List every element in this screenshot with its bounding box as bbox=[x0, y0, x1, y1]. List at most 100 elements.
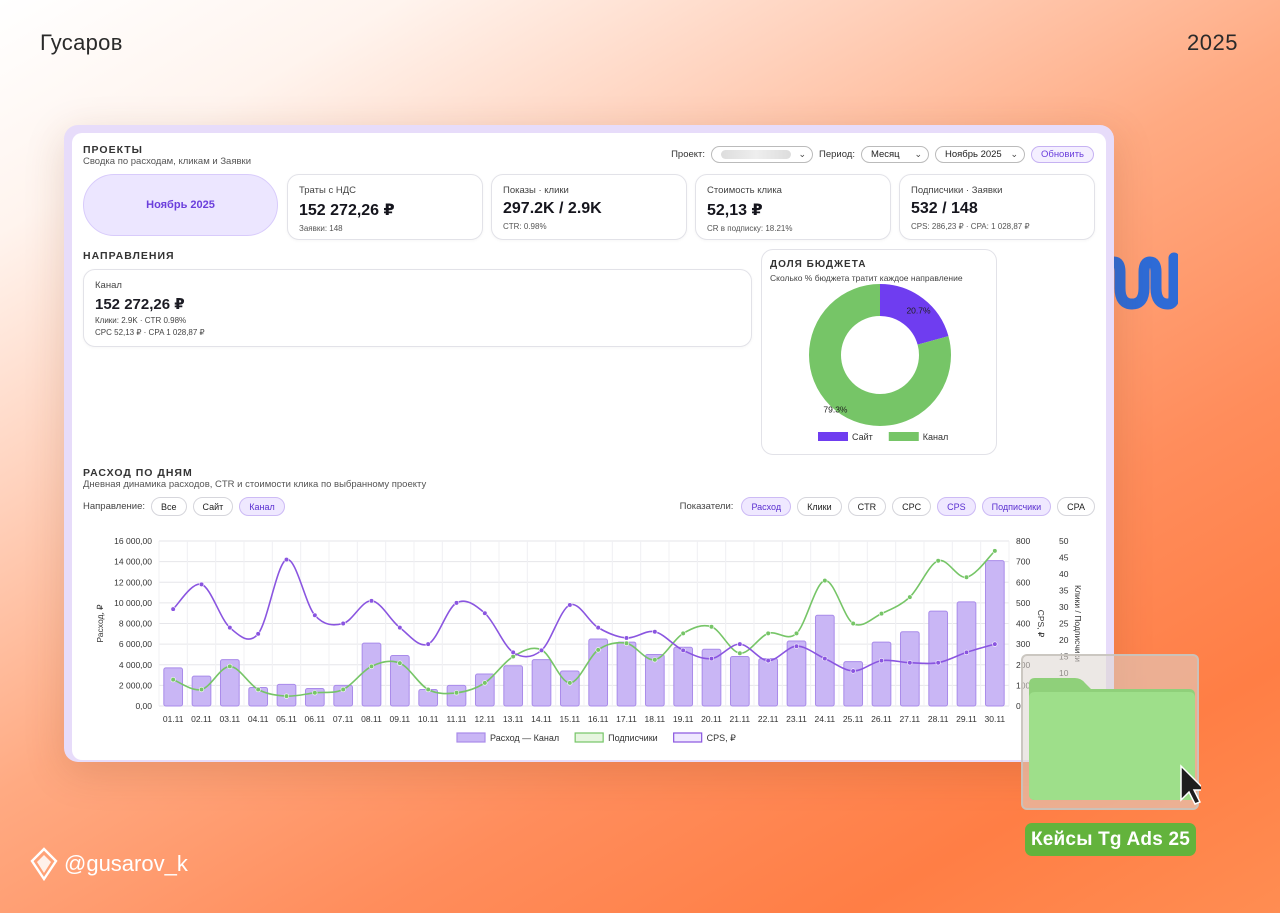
subscribers-point-30.11 bbox=[992, 548, 998, 554]
cps-point-11.11 bbox=[453, 600, 460, 606]
folder-preview[interactable] bbox=[1021, 654, 1201, 810]
kpi-sub: Заявки: 148 bbox=[299, 224, 343, 233]
bar-12.11 bbox=[474, 673, 495, 707]
subscribers-point-06.11 bbox=[312, 690, 318, 696]
cps-point-13.11 bbox=[510, 649, 516, 655]
period-value: Месяц bbox=[870, 149, 900, 160]
bar-19.11 bbox=[673, 646, 694, 707]
x-tick-label: 23.11 bbox=[786, 714, 807, 724]
subscribers-point-10.11 bbox=[425, 686, 431, 693]
x-tick-label: 04.11 bbox=[248, 714, 269, 724]
subscribers-point-18.11 bbox=[652, 657, 658, 663]
direction-pill-channel[interactable]: Канал bbox=[239, 497, 285, 516]
kpi-card-subscribers: Подписчики · Заявки 532 / 148 CPS: 286,2… bbox=[899, 174, 1095, 240]
subscribers-point-28.11 bbox=[935, 558, 941, 564]
cps-point-26.11 bbox=[878, 658, 885, 664]
metric-pill-clicks[interactable]: Клики bbox=[797, 497, 842, 516]
subscribers-point-04.11 bbox=[255, 686, 261, 693]
direction-clicks: Клики: 2.9K · CTR 0.98% bbox=[95, 316, 187, 325]
donut-label: 20.7% bbox=[906, 306, 931, 316]
refresh-button[interactable]: Обновить bbox=[1030, 146, 1094, 163]
month-select[interactable]: Ноябрь 2025 ⌄ bbox=[934, 146, 1025, 163]
x-tick-label: 21.11 bbox=[730, 714, 751, 724]
folder-label[interactable]: Кейсы Tg Ads 25 bbox=[1025, 823, 1196, 856]
month-value: Ноябрь 2025 bbox=[944, 149, 1002, 160]
x-tick-label: 26.11 bbox=[871, 714, 892, 724]
metric-pill-cpa[interactable]: CPA bbox=[1057, 497, 1095, 516]
bar-23.11 bbox=[786, 640, 807, 707]
subscribers-point-08.11 bbox=[368, 663, 375, 669]
metric-filter-label: Показатели: bbox=[679, 501, 734, 512]
x-tick-label: 28.11 bbox=[928, 714, 949, 724]
right-inner-tick-label: 0 bbox=[1016, 701, 1021, 711]
cps-point-12.11 bbox=[482, 610, 488, 616]
donut-slice-1 bbox=[809, 284, 951, 426]
bar-26.11 bbox=[871, 641, 892, 707]
left-tick-label: 0,00 bbox=[135, 701, 152, 711]
cps-point-01.11 bbox=[170, 606, 176, 612]
social-handle: @gusarov_k bbox=[28, 846, 188, 882]
kpi-card-spend: Траты с НДС 152 272,26 ₽ Заявки: 148 bbox=[287, 174, 483, 240]
project-redacted bbox=[721, 150, 792, 159]
cps-point-17.11 bbox=[623, 635, 630, 641]
chevron-down-icon: ⌄ bbox=[798, 149, 807, 159]
direction-pill-site[interactable]: Сайт bbox=[192, 497, 234, 516]
cps-point-19.11 bbox=[680, 647, 686, 653]
x-tick-label: 17.11 bbox=[616, 714, 637, 724]
bar-08.11 bbox=[361, 642, 382, 707]
metric-pill-cpc[interactable]: CPC bbox=[892, 497, 932, 516]
right-outer-tick-label: 45 bbox=[1059, 553, 1069, 563]
cps-point-09.11 bbox=[397, 625, 403, 631]
metric-pill-subscribers[interactable]: Подписчики bbox=[981, 497, 1052, 516]
directions-title: НАПРАВЛЕНИЯ bbox=[83, 250, 175, 262]
x-tick-label: 27.11 bbox=[900, 714, 921, 724]
bar-22.11 bbox=[758, 658, 779, 707]
period-select[interactable]: Месяц ⌄ bbox=[860, 146, 929, 163]
bar-15.11 bbox=[559, 670, 580, 707]
bar-13.11 bbox=[503, 665, 524, 707]
x-tick-label: 15.11 bbox=[560, 714, 581, 724]
metric-pill-spend[interactable]: Расход bbox=[741, 497, 792, 516]
legend-label: Подписчики bbox=[608, 733, 658, 743]
month-card[interactable]: Ноябрь 2025 bbox=[83, 174, 278, 236]
metric-filter: Показатели: Расход Клики CTR CPC CPS Под… bbox=[680, 497, 1095, 516]
kpi-value: 532 / 148 bbox=[911, 200, 978, 217]
x-tick-label: 05.11 bbox=[276, 714, 297, 724]
subscribers-point-11.11 bbox=[453, 690, 460, 696]
subscribers-point-09.11 bbox=[397, 660, 403, 666]
chevron-down-icon: ⌄ bbox=[914, 149, 922, 159]
bar-28.11 bbox=[928, 610, 949, 707]
x-tick-label: 12.11 bbox=[475, 714, 496, 724]
cps-point-03.11 bbox=[227, 625, 233, 631]
bar-03.11 bbox=[219, 659, 240, 707]
metric-pill-cps[interactable]: CPS bbox=[937, 497, 976, 516]
kpi-sub: CR в подписку: 18.21% bbox=[707, 224, 793, 233]
project-label: Проект: bbox=[671, 149, 706, 160]
right-outer-tick-label: 30 bbox=[1059, 602, 1069, 612]
folder-icon bbox=[1029, 678, 1201, 805]
left-tick-label: 6 000,00 bbox=[119, 639, 152, 649]
right-inner-tick-label: 400 bbox=[1016, 619, 1030, 629]
cps-point-02.11 bbox=[198, 581, 205, 587]
x-tick-label: 11.11 bbox=[446, 714, 466, 724]
subscribers-point-15.11 bbox=[567, 680, 573, 686]
kpi-value: 152 272,26 ₽ bbox=[299, 202, 395, 219]
subscribers-point-17.11 bbox=[623, 640, 630, 646]
x-tick-label: 14.11 bbox=[531, 714, 552, 724]
subscribers-point-19.11 bbox=[680, 630, 686, 636]
metric-pill-ctr[interactable]: CTR bbox=[847, 497, 887, 516]
project-select[interactable]: ⌄ bbox=[711, 146, 814, 163]
donut-label: 79.3% bbox=[823, 404, 848, 414]
direction-card-channel[interactable]: Канал 152 272,26 ₽ Клики: 2.9K · CTR 0.9… bbox=[83, 269, 752, 347]
direction-pill-all[interactable]: Все bbox=[151, 497, 187, 516]
subscribers-point-25.11 bbox=[850, 620, 856, 627]
kpi-label: Показы · клики bbox=[503, 185, 569, 196]
legend-label: Канал bbox=[923, 432, 948, 442]
x-tick-label: 25.11 bbox=[843, 714, 864, 724]
x-tick-label: 03.11 bbox=[220, 714, 241, 724]
subscribers-point-20.11 bbox=[708, 624, 715, 630]
author-name: Гусаров bbox=[40, 30, 123, 55]
subscribers-point-01.11 bbox=[170, 677, 176, 683]
cps-point-08.11 bbox=[368, 598, 375, 604]
left-tick-label: 4 000,00 bbox=[119, 660, 152, 670]
